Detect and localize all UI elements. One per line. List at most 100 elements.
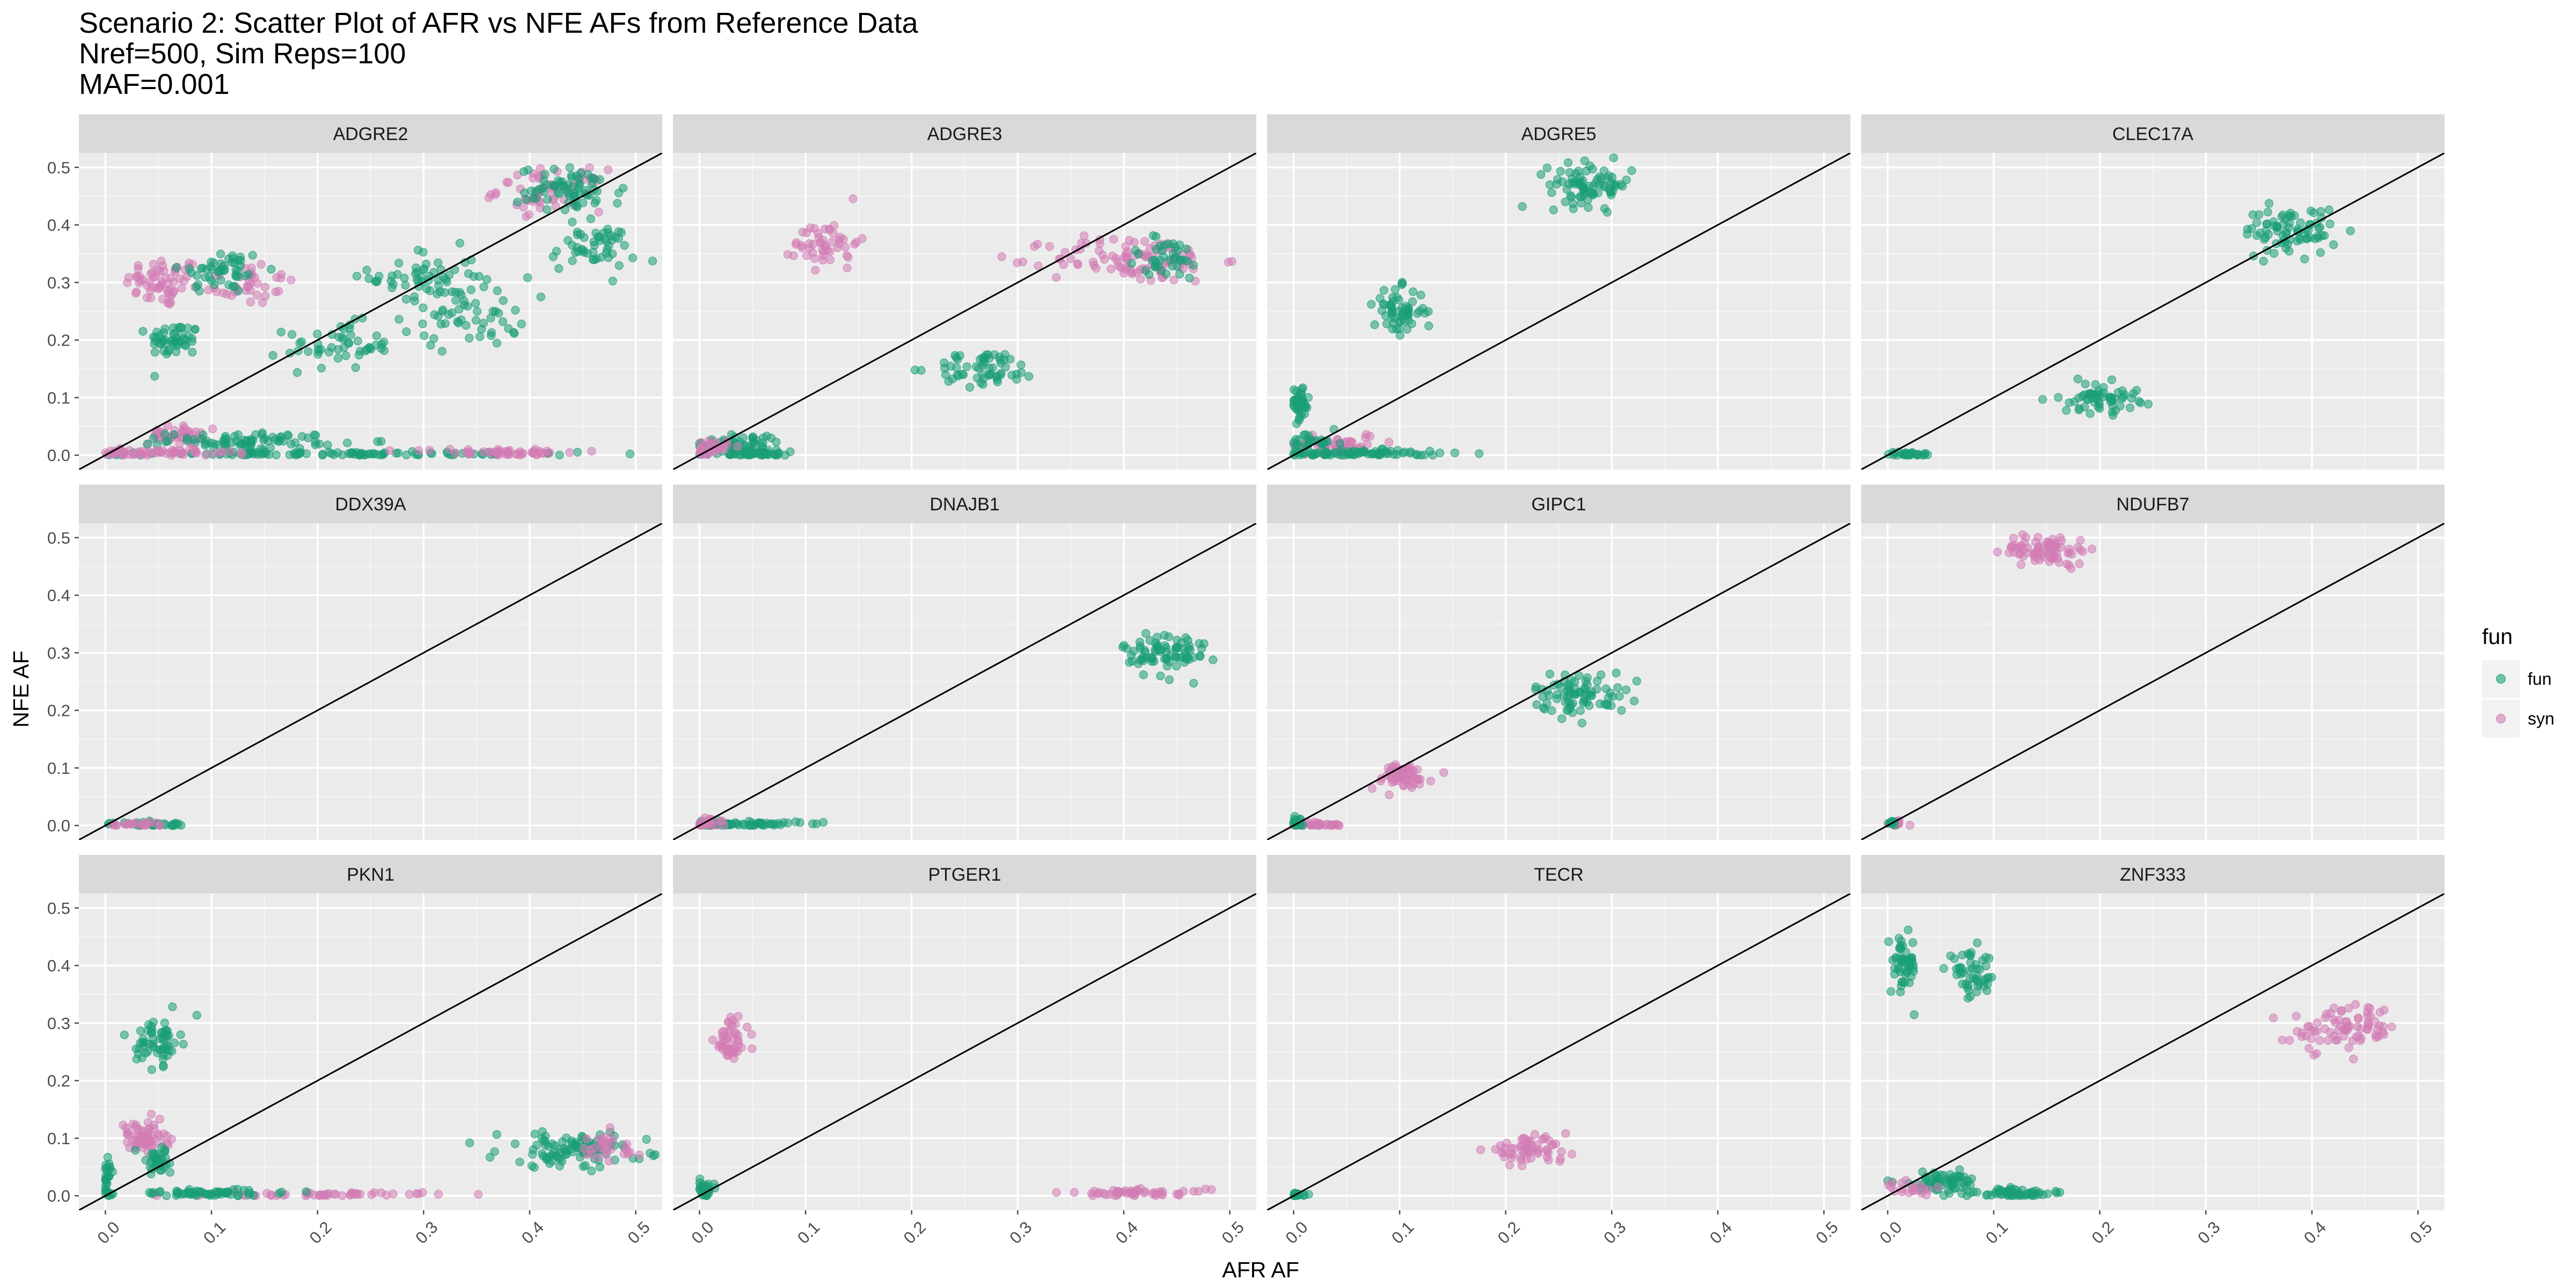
data-point-fun: [145, 1188, 154, 1197]
data-point-fun: [167, 1046, 177, 1056]
data-point-fun: [1380, 300, 1389, 309]
data-point-fun: [1329, 449, 1338, 458]
data-point-fun: [198, 264, 208, 273]
data-point-fun: [504, 324, 513, 333]
data-point-fun: [1580, 156, 1589, 165]
data-point-fun: [1921, 449, 1930, 458]
data-point-fun: [1164, 632, 1174, 641]
data-point-fun: [2003, 1188, 2012, 1197]
data-point-syn: [531, 444, 540, 454]
data-point-fun: [1556, 167, 1565, 176]
y-tick-label: 0.2: [47, 1072, 70, 1091]
x-tick-label: 0.4: [1112, 1218, 1141, 1247]
data-point-syn: [605, 1123, 614, 1132]
data-point-fun: [819, 818, 828, 827]
data-point-syn: [150, 1124, 159, 1133]
data-point-fun: [160, 429, 170, 439]
data-point-fun: [1141, 629, 1151, 638]
data-point-fun: [455, 288, 464, 297]
data-point-syn: [587, 447, 596, 456]
data-point-fun: [191, 325, 200, 334]
data-point-fun: [379, 450, 388, 459]
data-point-syn: [580, 1144, 589, 1153]
data-point-fun: [353, 336, 362, 346]
panel-tecr: TECR 0.0 0.1 0.2 0.3 0.4 0.5: [1267, 855, 1850, 1247]
data-point-fun: [459, 296, 469, 305]
data-point-syn: [425, 445, 434, 455]
reference-line: [79, 153, 662, 470]
data-point-syn: [565, 448, 574, 457]
data-point-syn: [163, 298, 172, 308]
panel-points: [79, 894, 662, 1210]
data-point-fun: [2034, 1190, 2043, 1199]
data-point-fun: [2302, 235, 2311, 244]
data-point-fun: [1291, 435, 1300, 444]
data-point-fun: [453, 317, 462, 326]
data-point-fun: [1946, 951, 1955, 961]
data-point-fun: [554, 1153, 563, 1162]
panel-strip: [1267, 485, 1850, 523]
data-point-fun: [1553, 175, 1562, 184]
data-point-syn: [1516, 1141, 1526, 1151]
data-point-syn: [623, 1146, 632, 1155]
data-point-fun: [215, 1188, 224, 1197]
data-point-fun: [1612, 668, 1621, 678]
data-point-fun: [426, 341, 435, 350]
data-point-syn: [1125, 236, 1134, 245]
data-point-fun: [979, 374, 988, 383]
panel-strip: [673, 855, 1256, 894]
data-point-fun: [1160, 240, 1169, 250]
data-point-fun: [1562, 185, 1571, 194]
data-point-fun: [2252, 231, 2262, 240]
data-point-fun: [1157, 645, 1166, 654]
y-tick-label: 0.4: [47, 586, 70, 605]
data-point-syn: [2349, 1055, 2358, 1064]
data-point-fun: [1959, 1179, 1968, 1188]
panel-strip-label: ZNF333: [2120, 865, 2186, 885]
data-point-fun: [2095, 400, 2104, 409]
x-tick-label: 0.2: [2088, 1218, 2118, 1247]
data-point-fun: [143, 1026, 152, 1035]
data-point-fun: [168, 1002, 177, 1012]
chart-title-line-1: Scenario 2: Scatter Plot of AFR vs NFE A…: [79, 7, 918, 39]
data-point-fun: [744, 821, 754, 830]
data-point-fun: [1379, 286, 1388, 295]
data-point-syn: [2351, 1000, 2360, 1009]
data-point-fun: [2252, 218, 2262, 228]
data-point-fun: [1017, 368, 1026, 377]
data-point-syn: [257, 260, 266, 269]
data-point-fun: [1304, 1190, 1313, 1199]
data-point-fun: [2324, 205, 2333, 215]
data-point-fun: [455, 305, 464, 314]
data-point-fun: [2054, 393, 2063, 402]
data-point-fun: [272, 450, 281, 459]
data-point-syn: [835, 235, 844, 244]
data-point-fun: [2247, 224, 2256, 233]
data-point-fun: [1370, 320, 1379, 330]
data-point-syn: [1172, 1189, 1181, 1198]
data-point-fun: [613, 199, 622, 208]
data-point-syn: [1094, 246, 1104, 255]
data-point-fun: [953, 370, 962, 379]
data-point-fun: [1367, 299, 1376, 309]
data-point-syn: [824, 224, 834, 233]
legend-label-syn: syn: [2528, 709, 2555, 728]
data-point-fun: [1118, 642, 1128, 652]
data-point-syn: [267, 1191, 276, 1200]
data-point-fun: [434, 312, 443, 321]
data-point-fun: [149, 434, 158, 443]
data-point-fun: [455, 239, 465, 248]
data-point-fun: [1292, 419, 1301, 428]
data-point-syn: [606, 1145, 616, 1154]
data-point-fun: [120, 1030, 129, 1040]
data-point-syn: [385, 446, 394, 455]
x-tick-label: 0.0: [1282, 1218, 1311, 1247]
data-point-fun: [2129, 389, 2138, 398]
data-point-fun: [1450, 448, 1459, 457]
y-tick-label: 0.1: [47, 759, 70, 778]
data-point-fun: [749, 449, 758, 458]
data-point-fun: [1297, 398, 1306, 407]
x-tick-label: 0.1: [200, 1218, 229, 1247]
data-point-syn: [792, 240, 801, 249]
